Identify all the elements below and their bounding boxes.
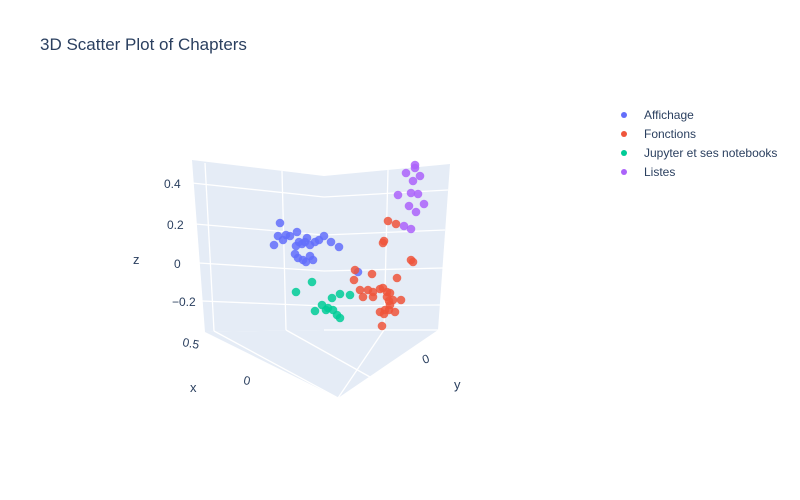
x-tick-label: 0.5	[181, 335, 200, 352]
data-point[interactable]	[285, 231, 295, 241]
data-point[interactable]	[406, 224, 416, 234]
data-point[interactable]	[410, 163, 420, 173]
data-point[interactable]	[391, 219, 401, 229]
data-point[interactable]	[308, 255, 318, 265]
data-point[interactable]	[269, 240, 279, 250]
legend-marker	[621, 112, 627, 118]
legend-label: Listes	[644, 165, 675, 179]
data-point[interactable]	[408, 176, 418, 186]
data-point[interactable]	[401, 168, 411, 178]
data-point[interactable]	[413, 189, 423, 199]
legend-label: Jupyter et ses notebooks	[644, 146, 777, 160]
z-tick-label: 0.2	[167, 218, 184, 232]
data-point[interactable]	[321, 305, 331, 315]
data-point[interactable]	[355, 285, 365, 295]
y-tick-label: 0	[420, 351, 431, 367]
data-point[interactable]	[396, 295, 406, 305]
data-point[interactable]	[383, 216, 393, 226]
data-point[interactable]	[334, 242, 344, 252]
z-tick-label: −0.2	[172, 295, 196, 309]
data-point[interactable]	[275, 218, 285, 228]
pane-floor	[205, 330, 438, 398]
data-point[interactable]	[335, 289, 345, 299]
data-point[interactable]	[379, 309, 389, 319]
data-point[interactable]	[278, 235, 288, 245]
data-point[interactable]	[390, 307, 400, 317]
data-point[interactable]	[368, 292, 378, 302]
z-tick-label: 0.4	[164, 177, 181, 191]
x-axis-title: x	[190, 380, 197, 395]
pane-left	[192, 160, 324, 332]
data-point[interactable]	[399, 221, 409, 231]
x-axis-ticks: 0.5 0	[181, 335, 251, 388]
data-point[interactable]	[335, 313, 345, 323]
data-point[interactable]	[411, 207, 421, 217]
series-3	[393, 160, 429, 234]
data-point[interactable]	[406, 188, 416, 198]
data-point[interactable]	[310, 306, 320, 316]
data-point[interactable]	[350, 265, 360, 275]
data-point[interactable]	[367, 269, 377, 279]
legend-marker	[621, 131, 627, 137]
data-point[interactable]	[408, 257, 418, 267]
points-layer	[269, 160, 429, 331]
data-point[interactable]	[378, 238, 388, 248]
z-axis-ticks: 0.4 0.2 0 −0.2	[164, 177, 196, 309]
z-axis-title: z	[133, 252, 140, 267]
data-point[interactable]	[392, 273, 402, 283]
data-point[interactable]	[358, 292, 368, 302]
data-point[interactable]	[326, 237, 336, 247]
legend-marker	[621, 150, 627, 156]
legend-marker	[621, 169, 627, 175]
data-point[interactable]	[292, 227, 302, 237]
y-axis-title: y	[454, 377, 461, 392]
legend-label: Fonctions	[644, 127, 696, 141]
data-point[interactable]	[319, 231, 329, 241]
data-point[interactable]	[307, 277, 317, 287]
scene-grid	[191, 162, 449, 399]
scene-panes	[192, 160, 450, 398]
data-point[interactable]	[419, 199, 429, 209]
data-point[interactable]	[404, 201, 414, 211]
data-point[interactable]	[327, 293, 337, 303]
legend-item[interactable]: Listes	[621, 165, 675, 179]
legend-item[interactable]: Affichage	[621, 108, 694, 122]
data-point[interactable]	[302, 233, 312, 243]
data-point[interactable]	[349, 275, 359, 285]
data-point[interactable]	[393, 190, 403, 200]
data-point[interactable]	[291, 287, 301, 297]
series-2	[291, 277, 355, 323]
legend-label: Affichage	[644, 108, 694, 122]
series-0	[269, 218, 363, 277]
legend[interactable]: Affichage Fonctions Jupyter et ses noteboo…	[621, 108, 777, 179]
chart-title: 3D Scatter Plot of Chapters	[40, 35, 247, 54]
legend-item[interactable]: Fonctions	[621, 127, 696, 141]
legend-item[interactable]: Jupyter et ses notebooks	[621, 146, 777, 160]
z-tick-label: 0	[174, 257, 181, 271]
data-point[interactable]	[377, 321, 387, 331]
x-tick-label: 0	[242, 373, 251, 388]
data-point[interactable]	[415, 171, 425, 181]
series-1	[349, 216, 418, 331]
y-axis-ticks: 0	[420, 351, 431, 367]
data-point[interactable]	[345, 290, 355, 300]
pane-back	[324, 164, 450, 330]
